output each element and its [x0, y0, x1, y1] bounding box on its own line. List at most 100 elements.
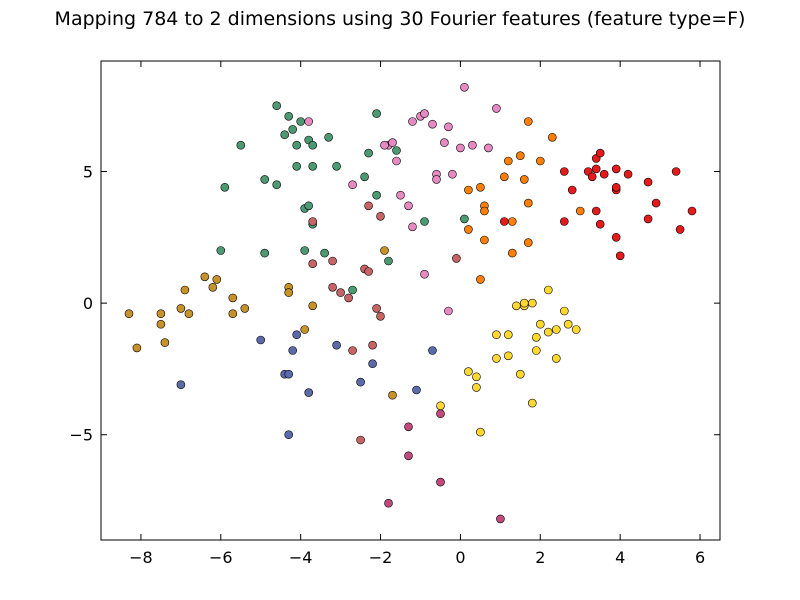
- data-point: [420, 269, 429, 279]
- data-point: [420, 217, 429, 226]
- data-point: [543, 327, 553, 337]
- data-point: [216, 246, 226, 255]
- data-point: [460, 214, 469, 224]
- data-point: [484, 143, 493, 153]
- data-point: [675, 225, 685, 234]
- data-point: [372, 109, 381, 118]
- data-point: [284, 288, 294, 297]
- data-point: [428, 346, 437, 355]
- data-point: [519, 298, 529, 308]
- data-point: [571, 325, 581, 334]
- data-point: [304, 388, 314, 397]
- data-point: [559, 167, 569, 176]
- data-point: [412, 385, 421, 395]
- data-point: [304, 201, 314, 211]
- data-point: [320, 248, 329, 258]
- data-point: [404, 451, 413, 461]
- data-point: [332, 340, 341, 350]
- data-point: [476, 427, 485, 437]
- data-point: [480, 235, 489, 245]
- data-point: [364, 148, 373, 158]
- data-point: [591, 206, 601, 216]
- data-point: [368, 359, 377, 369]
- data-point: [348, 346, 357, 355]
- data-point: [272, 101, 282, 110]
- data-point: [551, 354, 561, 363]
- data-point: [519, 175, 529, 184]
- data-point: [503, 351, 513, 361]
- data-point: [220, 183, 230, 192]
- data-point: [456, 143, 465, 153]
- data-point: [304, 117, 314, 126]
- data-point: [356, 435, 365, 445]
- data-point: [184, 309, 194, 319]
- data-point: [464, 367, 473, 376]
- data-point: [591, 164, 601, 174]
- data-point: [176, 304, 186, 313]
- data-point: [535, 156, 545, 166]
- x-tick-label: 0: [455, 548, 465, 567]
- data-point: [611, 164, 621, 174]
- data-point: [308, 259, 318, 269]
- data-point: [280, 130, 290, 139]
- x-tick-label: −8: [129, 548, 153, 567]
- data-point: [460, 83, 469, 92]
- data-point: [396, 190, 405, 200]
- data-point: [472, 383, 481, 392]
- data-point: [336, 288, 345, 297]
- data-point: [507, 248, 517, 258]
- data-point: [388, 390, 397, 400]
- data-point: [260, 248, 270, 258]
- data-point: [420, 109, 429, 118]
- data-point: [523, 238, 533, 247]
- data-point: [615, 251, 625, 261]
- data-point: [228, 309, 238, 319]
- data-point: [392, 146, 401, 155]
- data-point: [527, 398, 537, 408]
- data-point: [527, 298, 537, 308]
- data-point: [284, 430, 294, 440]
- data-point: [480, 206, 489, 216]
- data-point: [523, 117, 533, 126]
- data-point: [156, 309, 166, 319]
- data-point: [344, 293, 353, 303]
- data-point: [567, 185, 577, 195]
- data-point: [511, 301, 521, 311]
- data-point: [292, 140, 302, 150]
- data-point: [492, 330, 501, 340]
- data-point: [364, 201, 373, 211]
- data-point: [611, 233, 621, 242]
- data-point: [384, 498, 393, 508]
- data-point: [448, 169, 457, 179]
- data-point: [523, 198, 533, 208]
- data-point: [332, 162, 341, 171]
- data-point: [551, 325, 561, 334]
- data-point: [687, 206, 697, 216]
- data-point: [392, 156, 401, 166]
- data-point: [531, 332, 541, 342]
- data-point: [256, 335, 266, 345]
- data-point: [587, 172, 597, 182]
- data-point: [408, 117, 417, 126]
- data-point: [156, 319, 166, 329]
- data-point: [328, 282, 337, 292]
- data-point: [543, 285, 553, 295]
- data-point: [611, 183, 621, 192]
- data-point: [160, 338, 170, 347]
- data-point: [436, 477, 445, 487]
- data-point: [360, 172, 369, 182]
- y-tick-label: −5: [69, 426, 93, 445]
- y-tick-label: 0: [83, 294, 93, 313]
- data-point: [328, 256, 337, 266]
- data-point: [499, 217, 509, 226]
- data-point: [384, 256, 393, 266]
- data-point: [404, 422, 413, 432]
- data-point: [308, 140, 318, 150]
- data-point: [503, 330, 513, 340]
- data-point: [643, 214, 653, 224]
- data-point: [272, 180, 282, 189]
- data-point: [492, 104, 501, 113]
- data-point: [124, 309, 134, 319]
- data-point: [380, 140, 389, 150]
